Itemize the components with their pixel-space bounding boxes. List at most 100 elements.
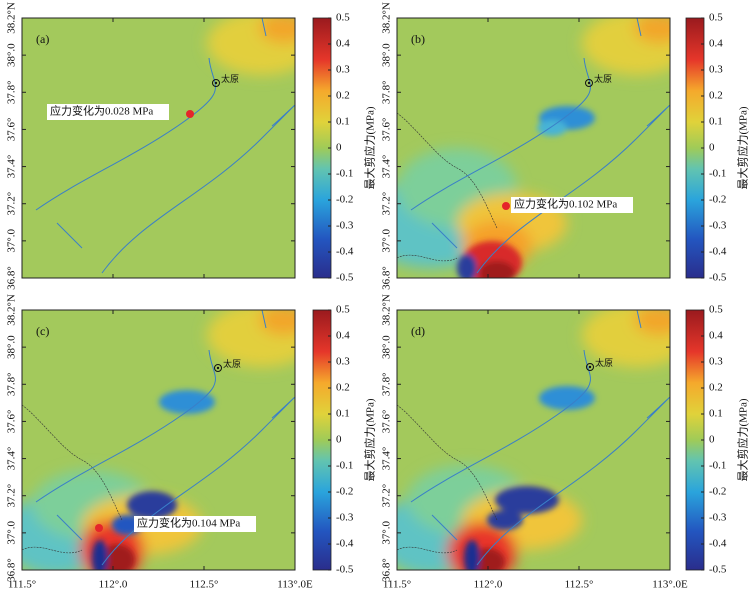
field-patch	[99, 544, 135, 570]
x-tick-label: 112.5°	[565, 579, 594, 591]
x-tick-label: 113°.0E	[652, 579, 688, 591]
map-frame	[396, 309, 671, 571]
colorbar-label: 最大剪应力(MPa)	[363, 398, 377, 481]
y-tick-label: 37.4°	[381, 447, 393, 471]
colorbar-tick-label: 0.5	[709, 304, 723, 316]
fault-line	[56, 222, 83, 249]
panel: 36.8° 37°.0 37.2° 37.4° 37.6° 37.8° 38°.0 38.2°…	[6, 2, 377, 290]
city-marker-dot	[588, 365, 592, 369]
x-tick-label: 111.5°	[383, 579, 411, 591]
y-tick-label: 37.4°	[6, 155, 18, 179]
y-tick-label: 38°.0	[381, 43, 393, 67]
city-label: 太原	[221, 73, 239, 84]
field-patch	[495, 486, 559, 514]
colorbar-tick-label: -0.4	[709, 246, 727, 258]
colorbar-tick-label: -0.5	[709, 272, 727, 284]
colorbar-tick-label: -0.5	[336, 272, 354, 284]
colorbar-tick-label: -0.3	[336, 512, 354, 524]
y-tick-label: 38.2°N	[6, 2, 18, 34]
field-patch	[634, 310, 670, 335]
stress-field	[457, 106, 595, 278]
event-marker	[186, 110, 194, 118]
y-tick-label: 37.2°	[6, 192, 18, 216]
y-tick-label: 37.8°	[6, 80, 18, 104]
y-tick-label: 37.8°	[381, 80, 393, 104]
stress-field	[464, 386, 595, 570]
map	[22, 18, 295, 278]
colorbar-tick-label: -0.2	[709, 194, 726, 206]
panel: 36.8° 37°.0 37.2° 37.4° 37.6° 37.8° 38°.0 38.2°…	[6, 294, 377, 591]
field-patch	[207, 310, 295, 367]
fault-line	[431, 222, 458, 249]
field-patch	[487, 510, 523, 530]
contour-line	[397, 112, 498, 262]
city-label: 太原	[594, 73, 612, 84]
contour-line	[22, 404, 123, 554]
y-tick-label: 38°.0	[381, 335, 393, 359]
colorbar-tick-label: 0.4	[336, 38, 350, 50]
fault-line	[476, 397, 670, 566]
y-tick-label: 38.2°N	[381, 2, 393, 34]
panel-label: (c)	[36, 324, 49, 338]
colorbar-tick-label: 0.4	[336, 330, 350, 342]
y-tick-label: 37°.0	[381, 521, 393, 545]
y-tick-label: 37.4°	[6, 447, 18, 471]
colorbar-tick-label: -0.5	[336, 564, 354, 576]
colorbar-tick-label: 0.2	[709, 90, 723, 102]
colorbar-tick-label: 0.5	[336, 304, 350, 316]
city-marker	[212, 79, 220, 87]
x-tick-label: 111.5°	[8, 579, 36, 591]
colorbar-tick-label: 0.5	[709, 12, 723, 24]
colorbar-tick-label: 0.2	[709, 382, 723, 394]
colorbar-tick-label: -0.3	[336, 220, 354, 232]
field-patch	[259, 18, 295, 43]
colorbar-tick-label: 0.3	[336, 64, 350, 76]
fault-line	[35, 349, 216, 503]
colorbar-tick-label: 0.3	[709, 356, 723, 368]
colorbar-tick-label: -0.5	[709, 564, 727, 576]
field-patch	[207, 18, 295, 75]
colorbar-tick-label: -0.2	[709, 486, 726, 498]
map-frame	[21, 17, 296, 279]
y-tick-label: 37°.0	[6, 521, 18, 545]
map	[397, 310, 670, 570]
y-tick-label: 37.2°	[6, 484, 18, 508]
map	[397, 18, 670, 278]
x-tick-label: 112°.0	[474, 579, 503, 591]
map-frame	[21, 309, 296, 571]
city-label: 太原	[223, 358, 241, 369]
y-tick-label: 37.4°	[381, 155, 393, 179]
annotation-box	[511, 197, 633, 213]
field-patch	[479, 261, 515, 278]
colorbar-tick-label: 0.4	[709, 38, 723, 50]
annotation: 应力变化为0.028 MPa	[50, 104, 153, 118]
annotation: 应力变化为0.102 MPa	[514, 197, 617, 211]
y-tick-label: 37.8°	[6, 372, 18, 396]
colorbar-tick-label: -0.2	[336, 194, 353, 206]
colorbar-tick-label: -0.1	[709, 460, 726, 472]
colorbar-tick-label: 0.1	[709, 116, 723, 128]
y-tick-label: 38°.0	[6, 335, 18, 359]
field-patch	[537, 120, 567, 136]
fault-line	[56, 514, 83, 541]
colorbar-tick-label: -0.3	[709, 512, 727, 524]
y-tick-label: 37.6°	[6, 118, 18, 142]
y-tick-label: 36.8°	[6, 558, 18, 582]
colorbar-label: 最大剪应力(MPa)	[363, 106, 377, 189]
city-marker-dot	[214, 81, 218, 85]
panel: 36.8° 37°.0 37.2° 37.4° 37.6° 37.8° 38°.0 38.2°…	[381, 2, 750, 290]
y-tick-label: 38.2°N	[6, 294, 18, 326]
panel-label: (d)	[411, 324, 425, 338]
fault-line	[431, 514, 458, 541]
city-marker	[214, 364, 222, 372]
y-tick-label: 37.2°	[381, 484, 393, 508]
field-patch	[539, 386, 595, 410]
fault-line	[261, 18, 267, 37]
panel-label: (a)	[36, 32, 49, 46]
y-tick-label: 37.6°	[6, 410, 18, 434]
colorbar-tick-label: 0.1	[709, 408, 723, 420]
colorbar-tick-label: -0.1	[336, 460, 353, 472]
colorbar-tick-label: 0.3	[336, 356, 350, 368]
fault-line	[410, 349, 591, 503]
